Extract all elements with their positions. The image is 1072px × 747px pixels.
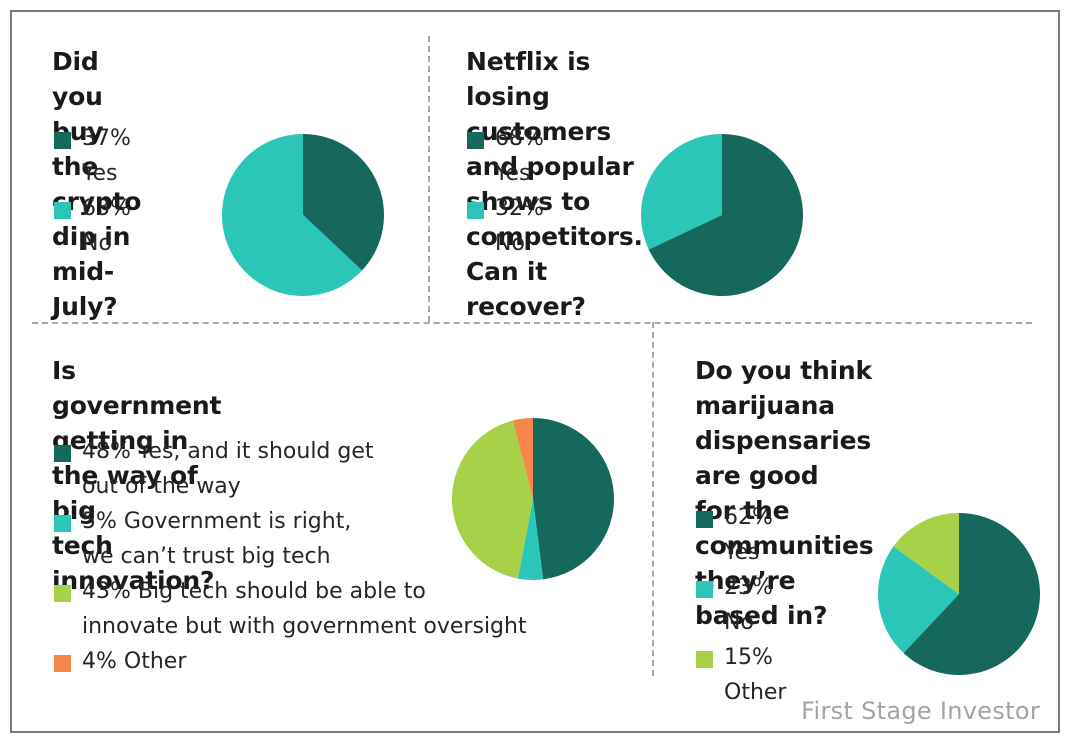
legend-label: 43% Big tech should be able to bbox=[82, 579, 426, 604]
pie-slice-no bbox=[641, 134, 722, 250]
legend-item: 63% No bbox=[54, 191, 131, 261]
legend-item: 48% Yes, and it should get out of the wa… bbox=[54, 434, 634, 504]
title-line: tech innovation? bbox=[52, 531, 215, 595]
legend-label: 63% No bbox=[82, 196, 131, 256]
pie-svg bbox=[878, 513, 1040, 675]
legend-item: 37% Yes bbox=[54, 121, 131, 191]
pie-slice-yes bbox=[648, 134, 803, 296]
poll-netflix-title: Netflix is losing customers and popular … bbox=[466, 44, 643, 324]
poll-crypto-legend: 37% Yes 63% No bbox=[54, 121, 131, 261]
title-line: Netflix is losing customers and popular bbox=[466, 47, 634, 181]
divider-horizontal bbox=[32, 322, 1032, 324]
legend-label: 4% Other bbox=[82, 649, 187, 674]
legend-label: 68% Yes bbox=[495, 126, 544, 186]
legend-swatch bbox=[54, 132, 71, 149]
watermark-brand: First Stage Investor bbox=[801, 697, 1040, 725]
title-line: for the communities bbox=[695, 496, 874, 560]
legend-label: 48% Yes, and it should get bbox=[82, 439, 374, 464]
legend-swatch bbox=[467, 202, 484, 219]
poll-marijuana-title: Do you think marijuana dispensaries are … bbox=[695, 353, 874, 633]
poll-big-tech-title: Is government getting in the way of big … bbox=[52, 353, 221, 598]
poll-netflix-legend: 68% Yes 32% No bbox=[467, 121, 544, 261]
legend-label: 23% No bbox=[724, 575, 773, 635]
legend-item: 4% Other bbox=[54, 644, 634, 679]
legend-item: 15% Other bbox=[696, 640, 786, 710]
legend-label: 15% Other bbox=[724, 645, 787, 705]
legend-swatch bbox=[54, 445, 71, 462]
poll-big-tech-legend: 48% Yes, and it should get out of the wa… bbox=[54, 434, 634, 679]
legend-item: 5% Government is right, we can’t trust b… bbox=[54, 504, 634, 574]
pie-chart-crypto bbox=[221, 133, 385, 297]
pie-slice-yes-and-it bbox=[533, 418, 615, 580]
title-line: shows to competitors. Can it recover? bbox=[466, 187, 643, 321]
title-line: Do you think marijuana bbox=[695, 356, 872, 420]
pie-slice-other bbox=[512, 418, 533, 499]
pie-slice-no bbox=[878, 546, 959, 654]
pie-slice-big-tech-should bbox=[452, 420, 533, 579]
pie-svg bbox=[222, 134, 384, 296]
title-line: Is government getting in the way of big bbox=[52, 356, 222, 525]
pie-slice-other bbox=[893, 513, 959, 594]
legend-label-continued: we can’t trust big tech bbox=[82, 544, 331, 569]
pie-slice-yes bbox=[303, 134, 384, 271]
pie-slice-no bbox=[222, 134, 363, 296]
pie-slice-yes bbox=[903, 513, 1040, 675]
legend-item: 23% No bbox=[696, 570, 786, 640]
pie-svg bbox=[452, 418, 615, 580]
legend-item: 43% Big tech should be able to innovate … bbox=[54, 574, 634, 644]
legend-swatch bbox=[54, 585, 71, 602]
legend-item: 68% Yes bbox=[467, 121, 544, 191]
legend-swatch bbox=[696, 581, 713, 598]
legend-label-continued: innovate but with government oversight bbox=[82, 614, 527, 639]
divider-bottom-vertical bbox=[652, 322, 654, 676]
legend-label: 37% Yes bbox=[82, 126, 131, 186]
pie-chart-big-tech bbox=[451, 417, 615, 581]
legend-label: 62% Yes bbox=[724, 505, 773, 565]
legend-swatch bbox=[696, 651, 713, 668]
legend-label: 32% No bbox=[495, 196, 544, 256]
legend-label: 5% Government is right, bbox=[82, 509, 352, 534]
legend-swatch bbox=[54, 202, 71, 219]
legend-item: 32% No bbox=[467, 191, 544, 261]
title-line: dispensaries are good bbox=[695, 426, 872, 490]
poll-marijuana-legend: 62% Yes 23% No 15% Other bbox=[696, 500, 786, 710]
legend-swatch bbox=[54, 515, 71, 532]
pie-svg bbox=[641, 134, 803, 296]
legend-label-continued: out of the way bbox=[82, 474, 241, 499]
title-line: dip in mid-July? bbox=[52, 222, 131, 321]
pie-chart-netflix bbox=[640, 133, 804, 297]
divider-top-vertical bbox=[428, 36, 430, 322]
pie-slice-government-is-right bbox=[517, 499, 544, 580]
legend-swatch bbox=[467, 132, 484, 149]
legend-swatch bbox=[696, 511, 713, 528]
legend-swatch bbox=[54, 655, 71, 672]
legend-item: 62% Yes bbox=[696, 500, 786, 570]
pie-chart-marijuana bbox=[877, 512, 1041, 676]
